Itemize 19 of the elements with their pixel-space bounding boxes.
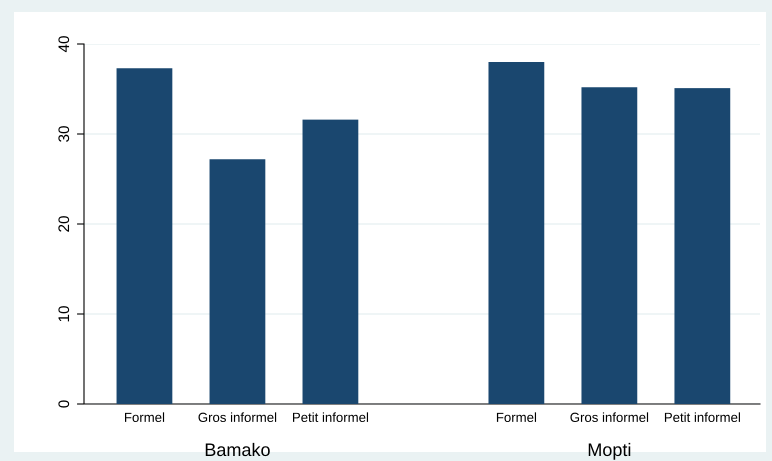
bar — [210, 159, 266, 404]
y-tick-label: 0 — [58, 400, 70, 408]
bar — [302, 120, 358, 404]
y-tick-label: 10 — [58, 306, 70, 322]
x-tick-label: Gros informel — [570, 412, 648, 422]
bar — [674, 88, 730, 404]
y-tick-label: 40 — [58, 36, 70, 52]
bar — [116, 68, 172, 404]
y-tick-label: 30 — [58, 126, 70, 142]
text: Bamako — [206, 442, 270, 456]
x-tick-label: Petit informel — [292, 412, 368, 422]
x-tick-label: Gros informel — [198, 412, 276, 422]
x-tick-label: Formel — [125, 412, 164, 422]
x-tick-label: Petit informel — [664, 412, 740, 422]
bar — [581, 87, 638, 404]
x-tick-label: Formel — [496, 412, 536, 422]
y-tick-label: 20 — [58, 216, 70, 232]
bar — [488, 62, 544, 404]
text: Mopti — [588, 442, 630, 460]
